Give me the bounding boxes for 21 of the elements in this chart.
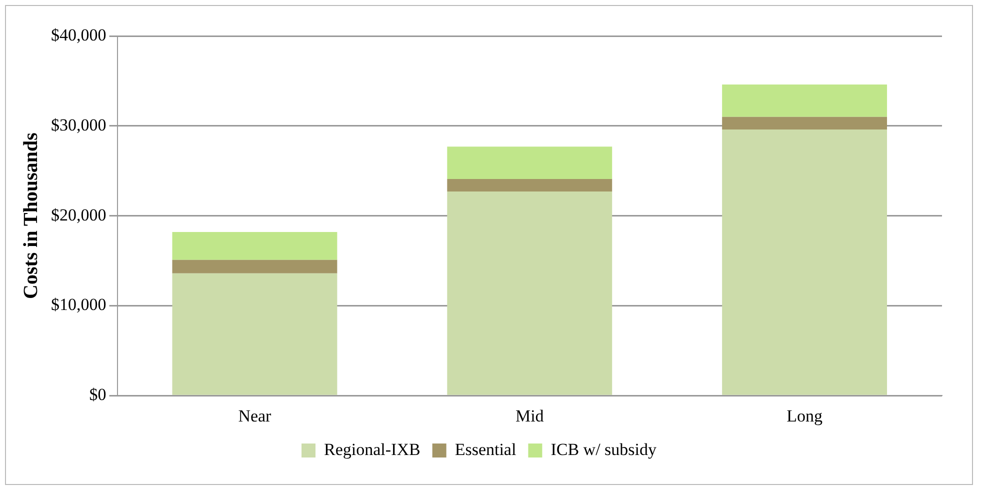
x-tick-label: Long [786,406,823,426]
bar [172,260,338,274]
legend-label: Regional-IXB [324,440,420,459]
legend-label: Essential [454,440,516,459]
y-axis-title: Costs in Thousands [20,132,42,299]
bar [447,146,612,179]
y-tick-label: $0 [89,385,106,404]
bar [722,84,888,117]
bar [447,178,612,192]
bar [722,116,888,130]
legend-label: ICB w/ subsidy [550,440,657,459]
x-tick-label: Mid [515,406,544,426]
bar [447,192,612,395]
y-tick-label: $30,000 [51,115,106,134]
x-tick-label: Near [238,406,272,426]
bar [722,129,888,395]
y-tick-label: $20,000 [51,205,106,224]
y-tick-label: $40,000 [51,25,106,44]
bar [172,232,338,260]
y-tick-label: $10,000 [51,295,106,314]
bar [172,273,338,395]
